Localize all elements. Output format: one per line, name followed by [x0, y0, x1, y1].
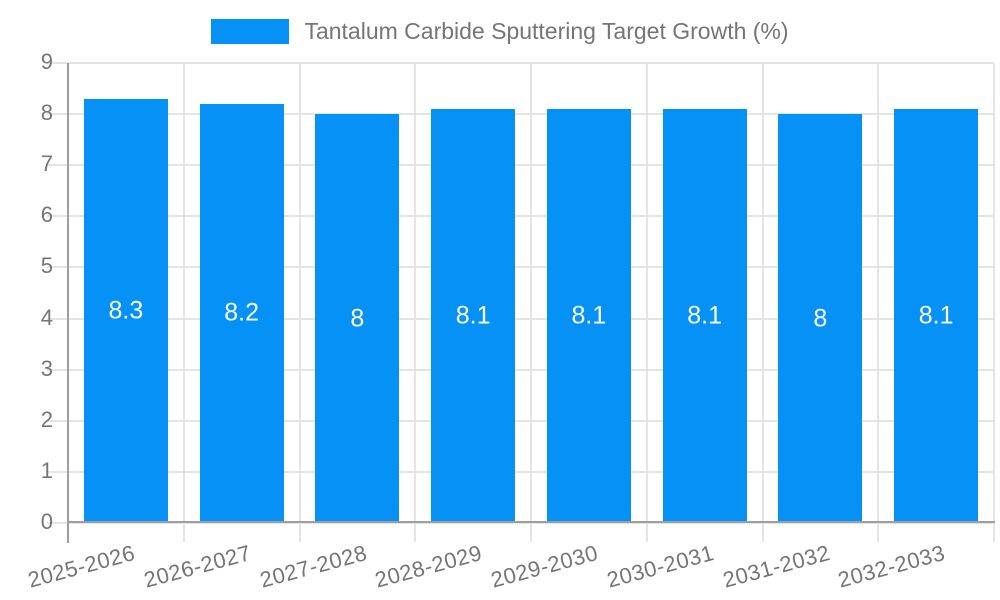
- y-tick-label: 2: [40, 406, 53, 432]
- gridline-h: [47, 522, 994, 524]
- x-tick-label: 2025-2026: [25, 540, 138, 593]
- bar-value-label: 8.1: [687, 301, 722, 330]
- gridline-h: [47, 113, 994, 116]
- gridline-h: [47, 368, 994, 371]
- bar-value-label: 8: [350, 304, 365, 333]
- gridline-v: [530, 63, 532, 542]
- bar[interactable]: 8.1: [894, 109, 979, 523]
- gridline-v: [414, 63, 417, 542]
- y-tick-label: 6: [40, 202, 53, 228]
- gridline-h: [47, 419, 994, 422]
- bar[interactable]: 8.2: [199, 103, 284, 523]
- x-tick-label: 2031-2032: [719, 540, 833, 593]
- x-tick-label: 2029-2030: [488, 540, 601, 593]
- gridline-v: [761, 63, 764, 542]
- x-tick-label: 2026-2027: [141, 540, 254, 593]
- bar-value-label: 8.1: [571, 301, 607, 330]
- y-tick-label: 1: [40, 457, 53, 483]
- gridline-v: [877, 63, 880, 542]
- x-axis-line: [67, 521, 995, 523]
- plot-area: 0 1 2 3 4 5 6 7 8 9 8.3 2025-2026 8.2 2026-2027 8 2027-…: [25, 51, 995, 593]
- bar[interactable]: 8: [315, 114, 400, 523]
- gridline-h: [47, 164, 994, 167]
- y-tick-label: 3: [40, 355, 53, 381]
- x-tick-label: 2030-2031: [604, 540, 717, 593]
- gridline-v: [993, 63, 995, 542]
- legend-label: Tantalum Carbide Sputtering Target Growt…: [304, 18, 789, 44]
- x-tick-label: 2032-2033: [835, 540, 949, 593]
- y-tick-label: 5: [40, 253, 53, 279]
- gridline-h: [47, 317, 994, 320]
- legend-swatch: [211, 19, 290, 44]
- y-tick-label: 9: [40, 49, 53, 75]
- legend[interactable]: Tantalum Carbide Sputtering Target Growt…: [0, 19, 1000, 44]
- bar-value-label: 8.1: [455, 301, 491, 330]
- gridline-v: [182, 63, 185, 542]
- x-tick-label: 2028-2029: [372, 540, 486, 593]
- bar[interactable]: 8.1: [431, 109, 516, 523]
- y-tick-label: 8: [40, 100, 53, 126]
- bar[interactable]: 8.3: [83, 98, 168, 523]
- gridline-h: [47, 470, 994, 473]
- gridline-h: [47, 266, 994, 269]
- x-tick-label: 2027-2028: [256, 540, 370, 593]
- bar[interactable]: 8.1: [662, 109, 747, 523]
- gridline-v: [298, 63, 301, 542]
- bar[interactable]: 8.1: [546, 109, 631, 523]
- y-tick-label: 7: [40, 151, 53, 177]
- y-axis-line: [67, 63, 69, 543]
- bar[interactable]: 8: [778, 114, 863, 523]
- gridline-h: [47, 62, 994, 64]
- bar-value-label: 8.1: [918, 301, 954, 330]
- bar-value-label: 8.2: [224, 298, 259, 327]
- y-tick-label: 0: [40, 509, 53, 535]
- y-tick-label: 4: [40, 304, 53, 330]
- bar-value-label: 8: [813, 304, 828, 333]
- gridline-v: [645, 63, 648, 542]
- bar-value-label: 8.3: [108, 296, 144, 325]
- gridline-h: [47, 215, 994, 218]
